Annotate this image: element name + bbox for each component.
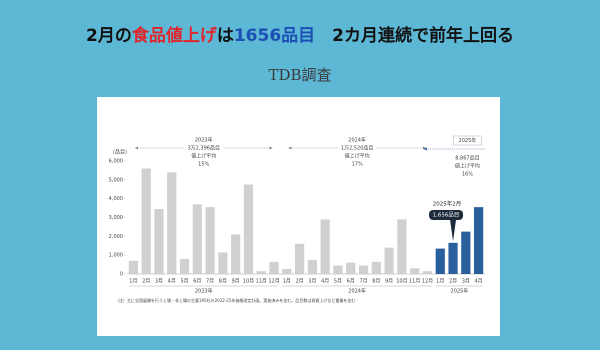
bar [435,248,445,274]
y-tick-label: 0 [120,272,123,278]
arrow-head [422,146,426,150]
x-tick-label: 3月 [462,279,470,285]
annotation-avg-label: 値上げ平均 [345,153,370,160]
x-tick-label: 4月 [475,279,483,285]
x-tick-label: 11月 [409,279,420,285]
bar [192,204,202,274]
x-tick-label: 6月 [193,279,201,285]
group-label: 2023年 [195,288,213,295]
x-tick-label: 2月 [296,279,304,285]
annotation-year: 2025年 [459,137,477,144]
bar [333,265,343,274]
bar [371,261,381,274]
arrow-head [423,147,427,151]
bar [231,234,241,274]
group-label: 2024年 [348,288,366,295]
arrow-head [135,146,138,150]
x-tick-label: 7月 [206,279,214,285]
headline-part: 1656品目 [234,26,315,46]
callout-pointer [450,219,457,242]
bar [295,243,305,274]
x-tick-label: 12月 [268,279,279,285]
bar [141,168,151,274]
arrow-head [288,146,292,150]
callout-label: 1,656品目 [433,212,460,219]
annotation-year: 2024年 [348,137,366,144]
x-tick-label: 4月 [321,279,329,285]
y-tick-label: 4,000 [109,196,123,202]
y-tick-label: 5,000 [109,177,123,183]
x-tick-label: 3月 [308,279,316,285]
x-tick-label: 9月 [232,279,240,285]
headline-part: 食品値上げ [132,25,218,46]
callout-date: 2025年2月 [433,200,462,208]
bar [154,209,164,274]
bar [397,219,407,274]
bar [422,271,433,274]
x-tick-label: 8月 [219,279,227,285]
bar [256,271,266,274]
y-tick-label: 1,000 [109,253,123,259]
bar [218,252,228,274]
x-tick-label: 4月 [168,279,176,285]
annotation-total: 1万2,520品目 [341,146,374,152]
x-tick-label: 10月 [396,279,407,285]
bar [243,184,254,274]
subtitle: TDB調査 [268,66,331,84]
bar [461,231,471,274]
x-tick-label: 1月 [283,279,291,285]
annotation-avg: 17% [352,162,363,168]
x-tick-label: 7月 [359,279,367,285]
headline-part: は [217,26,234,46]
bar [167,172,177,274]
x-tick-label: 1月 [436,279,444,285]
bar [384,247,394,274]
callout-box [429,210,464,220]
y-axis-label: (品目) [113,150,127,156]
x-tick-label: 5月 [180,279,188,285]
bar [179,258,190,274]
x-tick-label: 10月 [243,279,254,285]
annotation-avg-label: 値上げ平均 [191,153,216,160]
x-tick-label: 11月 [256,279,267,285]
x-tick-label: 6月 [347,279,355,285]
x-tick-label: 9月 [385,279,393,285]
bar [307,259,317,274]
annotation-avg-label: 値上げ平均 [455,163,480,170]
x-tick-label: 1月 [129,279,137,285]
annotation-total: 8,867品目 [455,156,479,162]
y-tick-label: 6,000 [109,159,123,165]
bar [346,262,356,274]
footnote: （注）主に全国展開を行う上場・非上場の主要195社の2022-25年価格改定計画… [115,297,355,303]
headline-part: 2カ月連続で前年上回る [315,25,514,46]
arrow-head [269,146,273,150]
bar [282,268,292,274]
annotation-year: 2023年 [195,137,213,144]
bar [128,260,138,274]
x-tick-label: 2月 [142,279,150,285]
year-box [453,135,482,146]
headline-part: 2月の [86,26,132,46]
x-tick-label: 12月 [422,279,433,285]
headline: 2月の食品値上げは1656品目 2カ月連続で前年上回る [86,25,514,46]
group-label: 2025年 [451,288,469,295]
annotation-avg: 16% [462,172,473,178]
annotation-total: 3万2,396品目 [187,146,220,152]
bar [448,242,458,274]
x-tick-label: 3月 [155,279,163,285]
annotation-avg: 15% [198,162,209,168]
x-tick-label: 5月 [334,279,342,285]
bar [269,261,279,274]
y-tick-label: 2,000 [109,234,123,240]
x-tick-label: 8月 [372,279,380,285]
y-tick-label: 3,000 [109,215,123,221]
bar [358,265,369,274]
bar [410,268,420,274]
bar [320,219,330,274]
bar [474,207,484,274]
x-tick-label: 2月 [449,279,457,285]
bar [205,207,215,274]
